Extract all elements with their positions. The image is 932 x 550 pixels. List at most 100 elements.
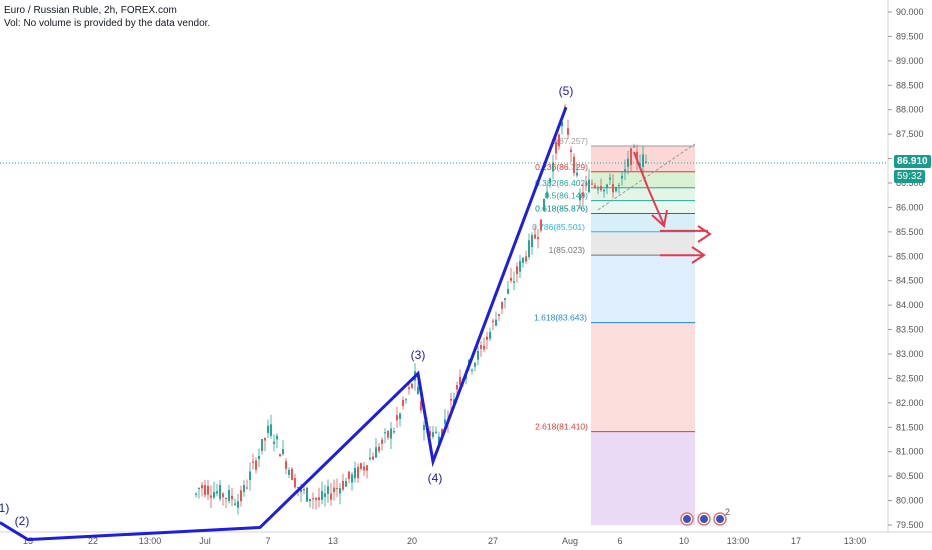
candle-body [222, 493, 224, 498]
candle-body [399, 413, 401, 419]
candle-body [420, 401, 422, 411]
candle-body [363, 466, 365, 471]
price-tick-label: 87.500 [896, 129, 924, 139]
candle-body [576, 172, 578, 176]
candle-body [378, 446, 380, 452]
candle-body [516, 266, 518, 275]
candle-body [318, 497, 320, 501]
volume-note: Vol: No volume is provided by the data v… [4, 18, 211, 29]
price-tick-label: 85.000 [896, 251, 924, 261]
candle-body [300, 487, 302, 493]
wave-label: (1) [0, 501, 9, 515]
candle-body [609, 177, 611, 180]
fib-level-label: 0.236(86.729) [535, 162, 588, 172]
candle-body [384, 432, 386, 434]
candle-body [528, 240, 530, 257]
candle-body [285, 461, 287, 469]
candle-body [288, 469, 290, 475]
candle-body [261, 439, 263, 451]
bar-countdown: 59:32 [894, 170, 926, 183]
candle-body [606, 184, 608, 188]
wave-label: (5) [559, 84, 574, 98]
candle-body [588, 179, 590, 193]
candle-body [354, 467, 356, 479]
price-tick-label: 86.000 [896, 202, 924, 212]
time-tick-label: 10 [679, 536, 689, 546]
candle-body [504, 298, 506, 301]
candle-body [543, 198, 545, 211]
fib-level-label: 1.618(83.643) [534, 313, 587, 323]
candle-body [411, 383, 413, 388]
fib-zone [591, 200, 695, 214]
candle-body [282, 449, 284, 455]
candle-body [258, 455, 260, 460]
candle-body [327, 486, 329, 494]
forecast-arrow-down [633, 151, 665, 226]
candle-body [381, 439, 383, 444]
candle-body [510, 277, 512, 281]
candle-body [342, 480, 344, 490]
candle-body [624, 169, 626, 173]
time-tick-label: 6 [617, 536, 622, 546]
candle-body [267, 425, 269, 433]
candle-body [279, 454, 281, 457]
candle-body [633, 146, 635, 148]
candle-body [393, 431, 395, 433]
fib-level-label: 0.5(86.140) [545, 191, 589, 201]
candle-body [234, 503, 236, 505]
event-marker-dot [683, 515, 691, 523]
fib-zone [591, 213, 695, 232]
candle-body [471, 369, 473, 371]
candle-body [591, 183, 593, 185]
time-tick-label: 13:00 [844, 536, 867, 546]
candle-body [573, 156, 575, 173]
candle-body [534, 234, 536, 239]
candle-body [501, 301, 503, 309]
candle-body [525, 256, 527, 262]
candle-body [324, 493, 326, 497]
candle-body [216, 491, 218, 494]
candle-body [435, 431, 437, 433]
price-tick-label: 82.500 [896, 373, 924, 383]
event-marker-dot [700, 515, 708, 523]
fib-zone [591, 322, 695, 432]
candle-body [630, 148, 632, 165]
candle-body [450, 398, 452, 401]
price-tick-label: 88.000 [896, 105, 924, 115]
time-tick-label: 13:00 [139, 536, 162, 546]
candle-body [294, 478, 296, 488]
forecast-arrow-head [651, 209, 668, 228]
candle-body [252, 461, 254, 463]
time-tick-label: Aug [562, 536, 578, 546]
candle-body [243, 485, 245, 492]
candle-body [627, 158, 629, 167]
candle-body [351, 474, 353, 483]
candle-body [408, 387, 410, 389]
forecast-arrow-head-1 [697, 225, 712, 243]
candle-body [195, 493, 197, 495]
candle-body [321, 491, 323, 500]
candle-body [360, 463, 362, 469]
price-tick-label: 82.000 [896, 398, 924, 408]
candle-body [645, 161, 647, 163]
candle-body [297, 486, 299, 489]
candle-body [345, 481, 347, 487]
candle-body [492, 320, 494, 323]
candle-body [207, 485, 209, 495]
price-tick-label: 80.000 [896, 496, 924, 506]
candle-body [276, 435, 278, 440]
candle-body [228, 489, 230, 502]
current-price-label: 86.910 [894, 155, 931, 168]
fib-zone [591, 255, 695, 323]
candle-body [603, 189, 605, 192]
candle-body [372, 456, 374, 460]
candle-body [540, 219, 542, 231]
candle-body [402, 399, 404, 406]
candle-body [240, 490, 242, 502]
price-tick-label: 79.500 [896, 520, 924, 530]
candle-body [264, 438, 266, 441]
candle-body [537, 237, 539, 240]
symbol-title: Euro / Russian Ruble, 2h, FOREX.com [4, 5, 177, 16]
candle-body [552, 162, 554, 172]
